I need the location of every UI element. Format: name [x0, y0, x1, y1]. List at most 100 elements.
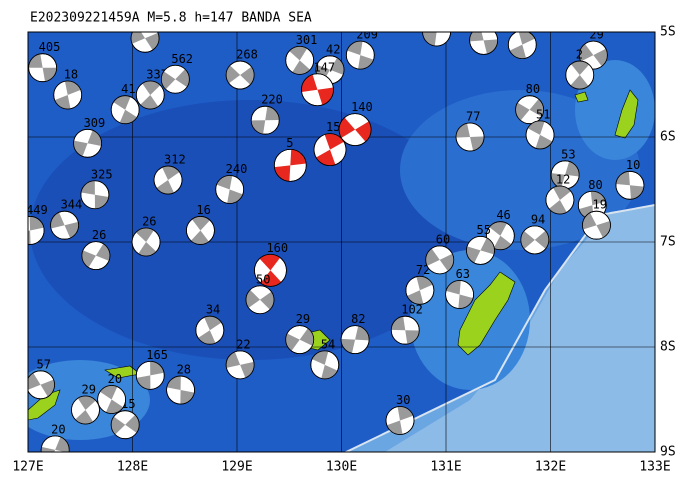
depth-label: 165 [146, 348, 168, 362]
depth-label: 220 [261, 93, 283, 107]
depth-label: 209 [356, 28, 378, 42]
beachball-outline [250, 105, 280, 135]
focal-mechanism [80, 180, 110, 210]
beachball-outline [73, 128, 102, 158]
beachball-outline [578, 40, 608, 70]
focal-mechanism [53, 80, 83, 110]
depth-label: 41 [121, 82, 135, 96]
compression-quadrant [240, 66, 255, 85]
compression-quadrant [111, 416, 126, 435]
compression-quadrant [251, 120, 266, 135]
focal-mechanism [310, 350, 340, 380]
depth-label: 20 [108, 372, 122, 386]
depth-label: 50 [256, 272, 270, 286]
focal-mechanism [340, 325, 370, 355]
compression-quadrant [156, 180, 174, 195]
x-tick-label: 132E [535, 460, 566, 475]
depth-label: 16 [196, 203, 210, 217]
compression-quadrant [290, 149, 307, 166]
focal-mechanism [245, 285, 275, 315]
compression-quadrant [145, 32, 160, 51]
depth-label: 46 [496, 208, 510, 222]
compression-quadrant [405, 330, 420, 345]
compression-quadrant [29, 216, 44, 231]
depth-label: 102 [401, 303, 423, 317]
focal-mechanism [466, 235, 495, 265]
compression-quadrant [274, 165, 291, 182]
beachball-outline [425, 245, 455, 275]
focal-mechanism [445, 280, 474, 309]
beachball-outline [215, 175, 245, 204]
depth-label: 160 [266, 241, 288, 255]
focal-mechanism [195, 315, 225, 345]
compression-quadrant [355, 325, 370, 341]
x-tick-label: 130E [326, 460, 357, 475]
focal-mechanism [73, 128, 102, 158]
compression-quadrant [150, 361, 165, 376]
compression-quadrant [565, 161, 580, 177]
x-tick-label: 131E [430, 460, 461, 475]
depth-label: 449 [26, 203, 48, 217]
y-tick-label: 8S [660, 340, 676, 355]
depth-label: 80 [526, 82, 540, 96]
beachball-outline [186, 216, 215, 245]
y-tick-label: 7S [660, 235, 676, 250]
map-frame [27, 31, 656, 453]
compression-quadrant [260, 270, 282, 287]
compression-quadrant [204, 316, 222, 331]
compression-quadrant [113, 95, 131, 110]
beachball-outline [110, 95, 140, 125]
focal-mechanism [515, 95, 544, 125]
depth-label: 28 [177, 363, 191, 377]
focal-mechanism [390, 315, 420, 345]
compression-quadrant [316, 149, 336, 166]
focal-mechanism [525, 120, 555, 150]
focal-mechanism [28, 370, 55, 400]
compression-quadrant [590, 191, 606, 206]
compression-quadrant [324, 133, 344, 150]
beachball-outline [455, 122, 485, 152]
beachball-outline [53, 80, 83, 110]
depth-label: 20 [51, 422, 65, 436]
beachball-outline [71, 395, 100, 425]
compression-quadrant [226, 65, 241, 84]
depth-label: 22 [236, 337, 250, 351]
beachball-outline [28, 370, 55, 400]
focal-mechanism [285, 45, 315, 75]
beachball-outline [525, 120, 555, 150]
compression-quadrant [439, 253, 454, 272]
compression-quadrant [466, 246, 481, 263]
beachball-outline [245, 285, 275, 315]
compression-quadrant [529, 98, 544, 117]
focal-mechanism [485, 221, 515, 251]
depth-label: 94 [531, 212, 545, 226]
compression-quadrant [198, 330, 216, 345]
compression-quadrant [549, 200, 567, 214]
beachball-outline [301, 73, 334, 107]
beachball-outline [225, 350, 255, 380]
compression-quadrant [166, 376, 181, 391]
compression-quadrant [355, 121, 372, 142]
depth-label: 268 [236, 48, 258, 62]
compression-quadrant [446, 280, 461, 295]
depth-label: 63 [456, 267, 470, 281]
depth-label: 77 [466, 110, 480, 124]
depth-label: 301 [296, 33, 318, 47]
focal-mechanism [545, 185, 575, 215]
beachball-outline [422, 32, 451, 47]
depth-label: 140 [351, 100, 373, 114]
depth-label: 344 [61, 198, 83, 212]
compression-quadrant [28, 230, 31, 245]
focal-mechanism [40, 435, 70, 452]
depth-label: 53 [561, 147, 575, 161]
compression-quadrant [437, 18, 451, 32]
depth-label: 312 [164, 153, 186, 167]
focal-mechanism [507, 32, 537, 59]
compression-quadrant [535, 134, 553, 149]
focal-mechanism [338, 113, 372, 147]
y-tick-label: 6S [660, 130, 676, 145]
compression-quadrant [469, 32, 484, 42]
focal-mechanism [520, 225, 550, 255]
compression-quadrant [119, 109, 137, 124]
compression-quadrant [289, 46, 308, 61]
